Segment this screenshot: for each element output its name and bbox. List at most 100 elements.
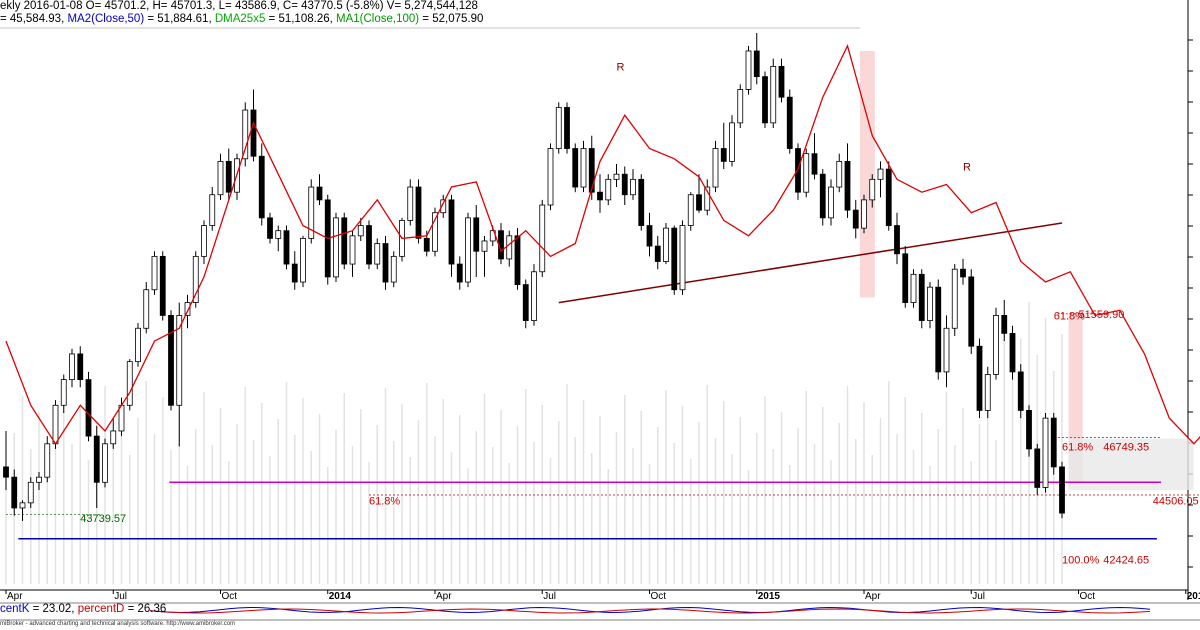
candle-body — [440, 199, 447, 214]
percentk-line — [149, 606, 1151, 614]
candle-body — [844, 160, 851, 211]
chart-header-ohlc: ekly 2016-01-08 O= 45701.2, H= 45701.3, … — [0, 0, 478, 12]
candle-body — [250, 109, 257, 157]
grey-zone — [1068, 438, 1194, 491]
chart-header-indicators: = 45,584.93, MA2(Close,50) = 51,884.61, … — [0, 13, 483, 25]
candle-body — [737, 89, 744, 124]
candle-body — [720, 148, 727, 162]
candle-body — [69, 353, 75, 381]
candle-body — [506, 235, 513, 260]
x-tick-label: Apr — [865, 591, 881, 602]
candle-body — [44, 443, 51, 478]
candle-body — [93, 435, 100, 483]
candle-body — [778, 65, 785, 98]
candle-body — [11, 476, 18, 509]
candle-body — [283, 230, 290, 265]
candle-body — [646, 225, 653, 247]
candle-body — [225, 160, 232, 193]
chart-annotation: 44506.05 — [1153, 495, 1199, 507]
candle-body — [217, 160, 224, 196]
candle-body — [918, 273, 925, 321]
candle-body — [902, 253, 909, 303]
candle-body — [745, 50, 752, 90]
candle-body — [729, 122, 735, 162]
candle-body — [60, 379, 67, 406]
candle-body — [77, 353, 84, 381]
candle-body — [300, 237, 306, 283]
candle-body — [852, 209, 859, 229]
software-footer: miBroker - advanced charting and technic… — [0, 621, 236, 627]
candle-body — [927, 286, 933, 321]
candle-body — [951, 268, 958, 329]
candle-body — [869, 178, 876, 201]
chart-annotation: 61.8% — [369, 495, 400, 507]
candle-body — [976, 345, 983, 411]
candle-body — [143, 289, 150, 329]
candle-body — [597, 191, 603, 201]
candle-body — [564, 107, 570, 149]
chart-annotation: 61.8% — [1054, 310, 1085, 322]
candle-body — [366, 225, 372, 265]
x-tick-label: Jul — [543, 591, 556, 602]
dma-value: = 51,108.26, — [265, 13, 337, 25]
candle-body — [308, 186, 315, 239]
candle-body — [1026, 410, 1032, 450]
percentd-label: percentD — [77, 603, 125, 615]
candle-body — [696, 194, 702, 211]
candle-body — [423, 237, 430, 252]
candle-body — [258, 155, 265, 219]
candle-body — [407, 186, 414, 221]
candle-body — [935, 286, 942, 373]
candle-body — [770, 65, 777, 124]
candle-body — [415, 186, 422, 239]
candle-body — [828, 186, 834, 219]
candle-body — [984, 374, 991, 411]
neckline-trendline — [558, 222, 1063, 304]
candle-body — [993, 315, 999, 375]
candle-body — [588, 148, 595, 193]
candle-body — [374, 243, 381, 265]
candle-body — [885, 168, 892, 226]
candle-body — [168, 315, 174, 406]
candle-body — [27, 481, 34, 504]
candle-body — [3, 466, 9, 478]
candle-body — [357, 225, 364, 237]
candle-body — [209, 194, 216, 226]
candle-body — [176, 315, 183, 406]
candle-body — [654, 245, 661, 262]
candle-body — [910, 273, 917, 303]
x-tick-label: Oct — [1080, 591, 1096, 602]
candle-body — [110, 430, 117, 445]
candle-body — [192, 255, 199, 303]
candle-body — [539, 204, 546, 273]
candle-body — [1042, 417, 1049, 488]
pink-zone — [859, 50, 875, 298]
candle-body — [102, 443, 108, 483]
candle-body — [151, 255, 158, 291]
x-tick-label: 2014 — [329, 591, 352, 602]
x-tick-label: Oct — [222, 591, 238, 602]
percentd-value: = 26.36 — [124, 603, 167, 615]
candle-body — [390, 255, 397, 283]
candle-body — [1009, 332, 1016, 373]
candle-body — [201, 225, 207, 257]
chart-annotation: 42424.65 — [1103, 554, 1149, 566]
candle-body — [159, 255, 166, 316]
candle-body — [943, 327, 950, 373]
candle-body — [1017, 371, 1024, 411]
candle-body — [382, 243, 389, 283]
chart-annotation: R — [617, 61, 625, 73]
candle-body — [877, 168, 884, 180]
candle-body — [663, 227, 669, 262]
candle-body — [448, 199, 455, 265]
candle-body — [349, 235, 356, 265]
ma2-value: = 51,884.61, — [144, 13, 215, 25]
chart-annotation: 51559.90 — [1079, 309, 1125, 321]
candle-body — [762, 76, 768, 124]
x-tick-label: Apr — [7, 591, 23, 602]
candle-body — [267, 217, 273, 239]
candle-body — [36, 476, 42, 483]
candle-body — [126, 361, 133, 406]
candle-body — [803, 153, 810, 193]
